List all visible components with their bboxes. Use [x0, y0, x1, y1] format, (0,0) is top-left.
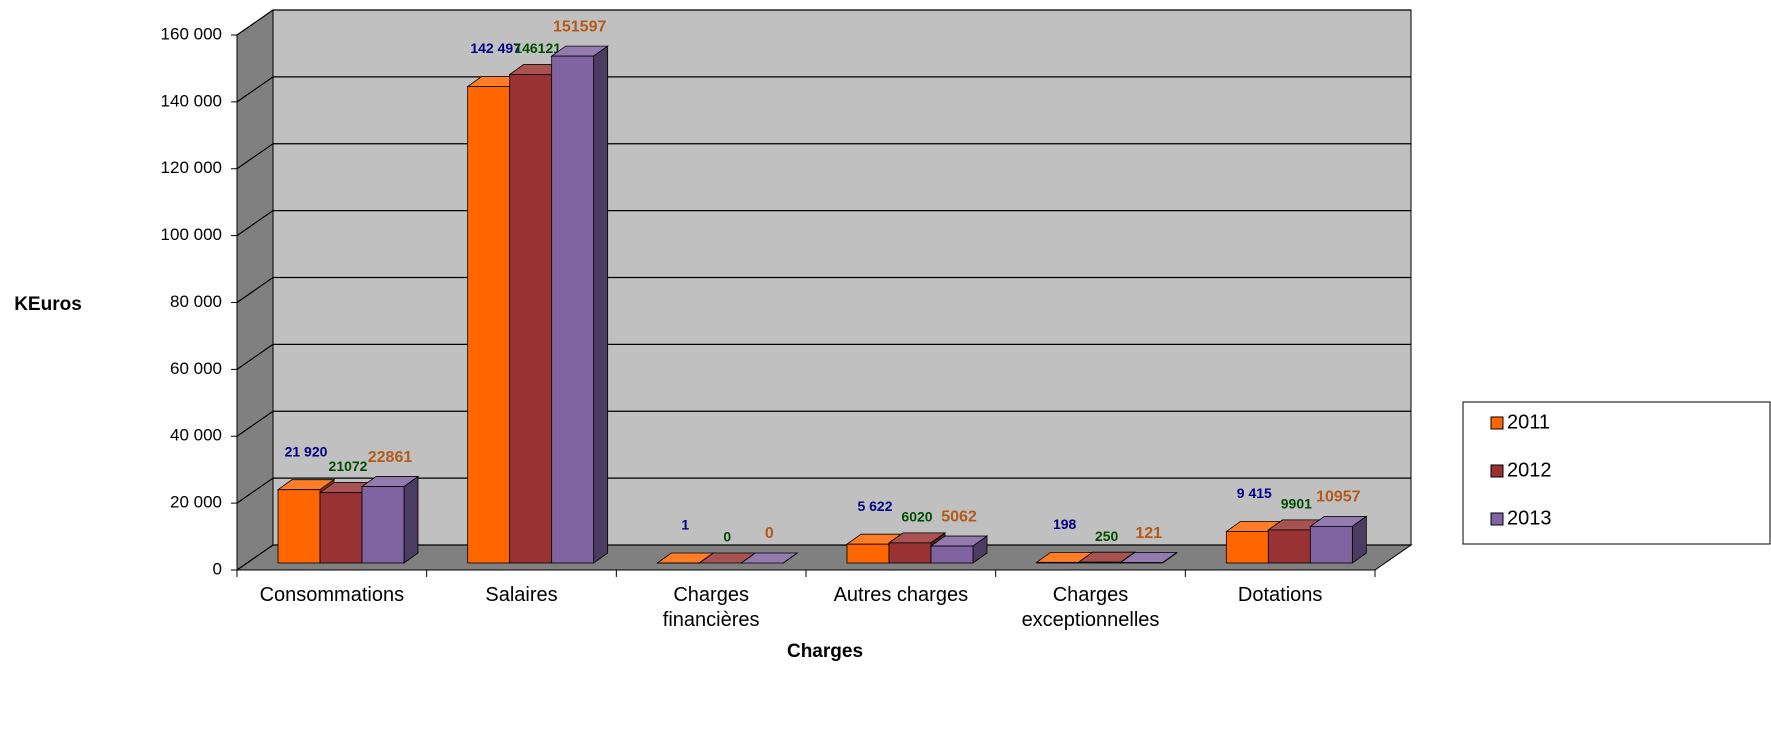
grid-line — [236, 477, 274, 504]
value-label: 21 920 — [285, 443, 328, 459]
value-label: 5062 — [941, 508, 977, 525]
y-tick-label: 40 000 — [170, 426, 222, 445]
bar-front — [930, 545, 974, 564]
bar-front — [1078, 561, 1122, 564]
value-label: 0 — [765, 525, 774, 542]
value-label: 0 — [723, 529, 731, 545]
bar-front — [551, 55, 595, 564]
value-label: 21072 — [329, 458, 368, 474]
bar-side — [403, 475, 419, 564]
bar — [740, 552, 799, 564]
y-tick-label: 20 000 — [170, 493, 222, 512]
x-tick-label: Charges financières — [662, 584, 760, 631]
bar — [1309, 515, 1368, 564]
bar-front — [1309, 525, 1353, 564]
x-axis-title: Charges — [787, 641, 863, 662]
bar-side — [783, 552, 798, 564]
x-tick-label: Salaires — [485, 584, 558, 606]
bar-front — [361, 486, 405, 564]
y-tick-label: 160 000 — [161, 24, 222, 43]
bar-front — [1267, 529, 1311, 564]
value-label: 9 415 — [1237, 485, 1272, 501]
grid-line — [236, 143, 274, 170]
bar-side — [593, 45, 609, 564]
value-label: 1 — [681, 517, 689, 533]
bar-front — [846, 543, 890, 564]
bar — [929, 535, 989, 564]
x-tick-label: Autres charges — [833, 584, 969, 606]
bar-front — [888, 542, 932, 564]
y-tick-label: 60 000 — [170, 359, 222, 378]
value-label: 10957 — [1316, 489, 1361, 506]
value-label: 22861 — [368, 449, 413, 466]
bar-front — [1225, 531, 1269, 564]
grid-line — [236, 76, 274, 103]
value-label: 151597 — [553, 18, 606, 35]
grid-line — [236, 410, 274, 437]
value-label: 142 497 — [470, 40, 521, 56]
bar-front — [509, 74, 553, 564]
value-label: 5 622 — [857, 498, 892, 514]
bar-front — [319, 492, 363, 564]
value-label: 9901 — [1281, 496, 1312, 512]
legend-label: 2013 — [1507, 507, 1552, 529]
y-axis-title: KEuros — [14, 294, 82, 315]
grid-line — [236, 544, 274, 571]
bar-front — [1036, 561, 1080, 564]
bar-front — [467, 86, 511, 564]
y-tick-label: 120 000 — [161, 158, 222, 177]
x-tick-label: Dotations — [1237, 584, 1323, 606]
y-tick-label: 80 000 — [170, 292, 222, 311]
grid-line — [236, 277, 274, 303]
x-tick-label: Consommations — [259, 584, 405, 606]
x-tick-label: Charges exceptionnelles — [1021, 584, 1160, 631]
legend-label: 2012 — [1507, 459, 1552, 481]
legend-box — [1462, 401, 1771, 545]
grid-line — [236, 9, 274, 36]
value-label: 198 — [1053, 516, 1077, 532]
grid-line — [236, 343, 274, 370]
value-label: 250 — [1095, 528, 1119, 544]
y-tick-label: 0 — [213, 559, 222, 578]
legend-label: 2011 — [1507, 411, 1550, 433]
bar — [360, 475, 420, 564]
grid-line — [236, 210, 274, 237]
bar — [1119, 551, 1178, 564]
legend-swatch — [1490, 512, 1504, 526]
y-tick-label: 100 000 — [161, 225, 222, 244]
legend-swatch — [1490, 416, 1504, 430]
value-label: 6020 — [901, 509, 932, 525]
legend-swatch — [1490, 464, 1504, 478]
value-label: 121 — [1135, 525, 1162, 542]
bar-front — [277, 489, 321, 564]
y-tick-label: 140 000 — [161, 91, 222, 110]
bar — [550, 45, 609, 564]
value-label: 146121 — [514, 40, 561, 56]
